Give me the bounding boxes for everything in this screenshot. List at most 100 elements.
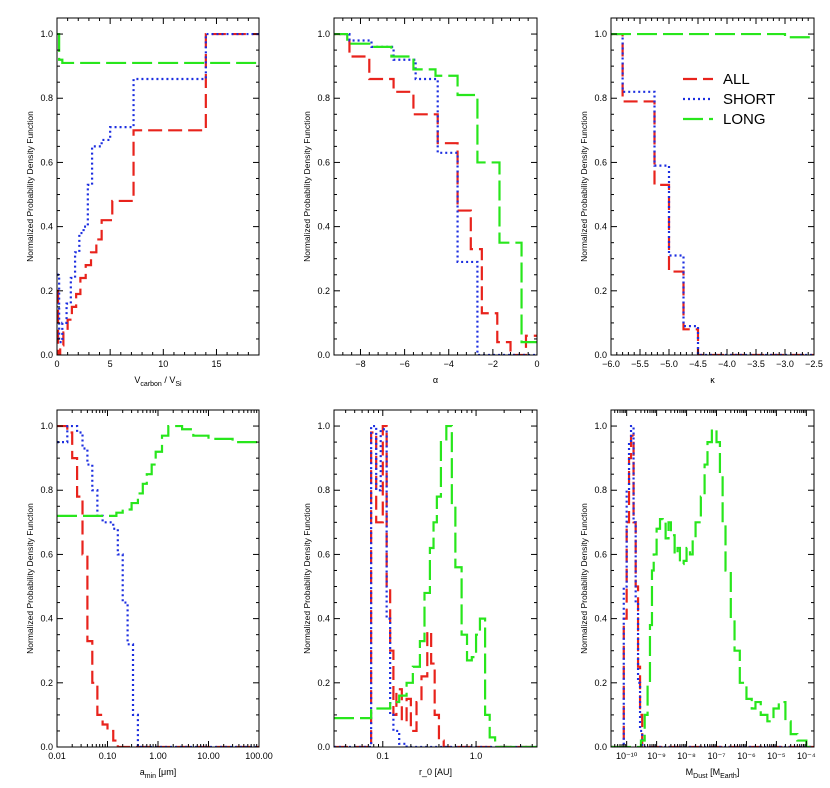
panel-1: 0.0 0.2 0.4 0.6 0.8 1.0 0 5 10 15 Vcarbon / VSi Nor… — [25, 17, 260, 388]
plot-frame — [610, 409, 815, 748]
axis-label-part: α — [433, 375, 438, 385]
x-tick-label: −2.5 — [805, 359, 823, 369]
y-tick-label: 1.0 — [40, 421, 53, 431]
x-axis-label: κ — [710, 375, 715, 385]
series-long-line — [57, 32, 259, 65]
series-all-line — [334, 424, 537, 747]
axis-label-part: a — [140, 767, 145, 777]
axis-label-part: [M — [708, 767, 721, 777]
y-tick-label: 0.4 — [40, 614, 53, 624]
y-tick-label: 0.4 — [317, 222, 330, 232]
y-tick-label: 0.2 — [40, 678, 53, 688]
x-tick-label: 10⁻⁶ — [737, 751, 756, 761]
legend-label-long: LONG — [723, 111, 766, 128]
panel-6: 0.0 0.2 0.4 0.6 0.8 1.0 10⁻¹⁰ 10⁻⁹ 10⁻⁸ 10⁻⁷ 10⁻⁶ 1… — [579, 409, 816, 780]
y-tick-label: 0.0 — [317, 350, 330, 360]
y-tick-label: 0.2 — [594, 678, 607, 688]
y-tick-label: 0.0 — [317, 742, 330, 752]
y-tick-label: 0.8 — [317, 485, 330, 495]
x-tick-label: 0 — [534, 359, 539, 369]
axis-label-part: M — [686, 767, 694, 777]
y-tick-label: 0.8 — [40, 485, 53, 495]
x-tick-label: 15 — [211, 359, 221, 369]
panel-3: 0.0 0.2 0.4 0.6 0.8 1.0 −6.0 −5.5 −5.0 −4.5 −4.0 −3… — [579, 17, 823, 385]
plot-frame — [610, 17, 815, 356]
y-tick-label: 1.0 — [40, 29, 53, 39]
y-tick-label: 0.8 — [40, 93, 53, 103]
y-tick-label: 0.6 — [317, 157, 330, 167]
plot-frame — [56, 17, 260, 356]
series-all-line — [611, 32, 814, 355]
x-tick-label: 10⁻⁷ — [707, 751, 725, 761]
x-axis-label: MDust [MEarth] — [686, 767, 740, 780]
x-tick-label: 10⁻⁸ — [677, 751, 696, 761]
y-axis-label: Normalized Probability Density Function — [302, 111, 312, 262]
x-tick-label: 10⁻¹⁰ — [616, 751, 638, 761]
axis-label-subscript: Dust — [693, 773, 707, 780]
x-tick-label: −5.5 — [631, 359, 649, 369]
y-axis-label: Normalized Probability Density Function — [25, 111, 35, 262]
y-axis-label: Normalized Probability Density Function — [25, 503, 35, 654]
x-axis-label: Vcarbon / VSi — [134, 375, 182, 388]
axis-label-part: / V — [162, 375, 176, 385]
y-tick-label: 0.6 — [40, 549, 53, 559]
y-tick-label: 0.8 — [594, 485, 607, 495]
x-tick-label: 0 — [54, 359, 59, 369]
series-short-line — [334, 32, 537, 355]
x-tick-label: 10⁻⁹ — [647, 751, 666, 761]
y-tick-label: 0.2 — [40, 286, 53, 296]
y-tick-label: 1.0 — [317, 29, 330, 39]
plot-frame — [333, 409, 538, 748]
x-tick-label: 100.00 — [245, 751, 273, 761]
x-tick-label: −6 — [399, 359, 409, 369]
x-tick-label: 1.00 — [149, 751, 167, 761]
x-tick-label: −4 — [444, 359, 454, 369]
series-long-line — [611, 32, 814, 39]
axis-label-part: r_0 [AU] — [419, 767, 452, 777]
x-tick-label: 0.1 — [377, 751, 390, 761]
series-all-line — [611, 434, 814, 747]
y-axis-label: Normalized Probability Density Function — [579, 111, 589, 262]
axis-label-subscript: carbon — [140, 381, 162, 388]
x-tick-label: 1.0 — [470, 751, 483, 761]
y-tick-label: 0.4 — [594, 222, 607, 232]
axis-label-part: ] — [737, 767, 740, 777]
series-short-line — [57, 424, 259, 747]
y-tick-label: 0.4 — [594, 614, 607, 624]
x-tick-label: −8 — [355, 359, 365, 369]
y-tick-label: 0.8 — [317, 93, 330, 103]
series-short-line — [611, 32, 814, 355]
y-tick-label: 1.0 — [317, 421, 330, 431]
y-tick-label: 0.0 — [40, 742, 53, 752]
y-tick-label: 0.4 — [40, 222, 53, 232]
x-tick-label: −4.5 — [689, 359, 707, 369]
series-all-line — [57, 32, 259, 355]
panel-2: 0.0 0.2 0.4 0.6 0.8 1.0 −8 −6 −4 −2 0 α Normalized P… — [302, 17, 540, 385]
y-tick-label: 0.2 — [317, 286, 330, 296]
x-tick-label: −3.0 — [776, 359, 794, 369]
axis-label-part: κ — [710, 375, 715, 385]
series-short-line — [611, 424, 814, 747]
series-long-line — [611, 428, 814, 747]
x-axis-label: α — [433, 375, 438, 385]
y-tick-label: 0.0 — [594, 350, 607, 360]
x-tick-label: 0.10 — [99, 751, 117, 761]
axis-label-subscript: Earth — [720, 773, 737, 780]
x-axis-label: amin [μm] — [140, 767, 176, 780]
legend: ALL SHORT LONG — [683, 71, 775, 128]
y-tick-label: 0.6 — [40, 157, 53, 167]
axis-label-subscript: min — [145, 773, 156, 780]
x-tick-label: 10⁻⁴ — [797, 751, 816, 761]
y-tick-label: 0.2 — [317, 678, 330, 688]
x-tick-label: −5.0 — [660, 359, 678, 369]
x-tick-label: 5 — [108, 359, 113, 369]
y-axis-label: Normalized Probability Density Function — [302, 503, 312, 654]
panel-5: 0.0 0.2 0.4 0.6 0.8 1.0 0.1 1.0 r_0 [AU] Normaliz… — [302, 409, 538, 777]
y-tick-label: 0.2 — [594, 286, 607, 296]
x-tick-label: 10 — [158, 359, 168, 369]
axis-label-part: V — [134, 375, 140, 385]
series-long-line — [334, 424, 537, 747]
y-tick-label: 0.6 — [317, 549, 330, 559]
